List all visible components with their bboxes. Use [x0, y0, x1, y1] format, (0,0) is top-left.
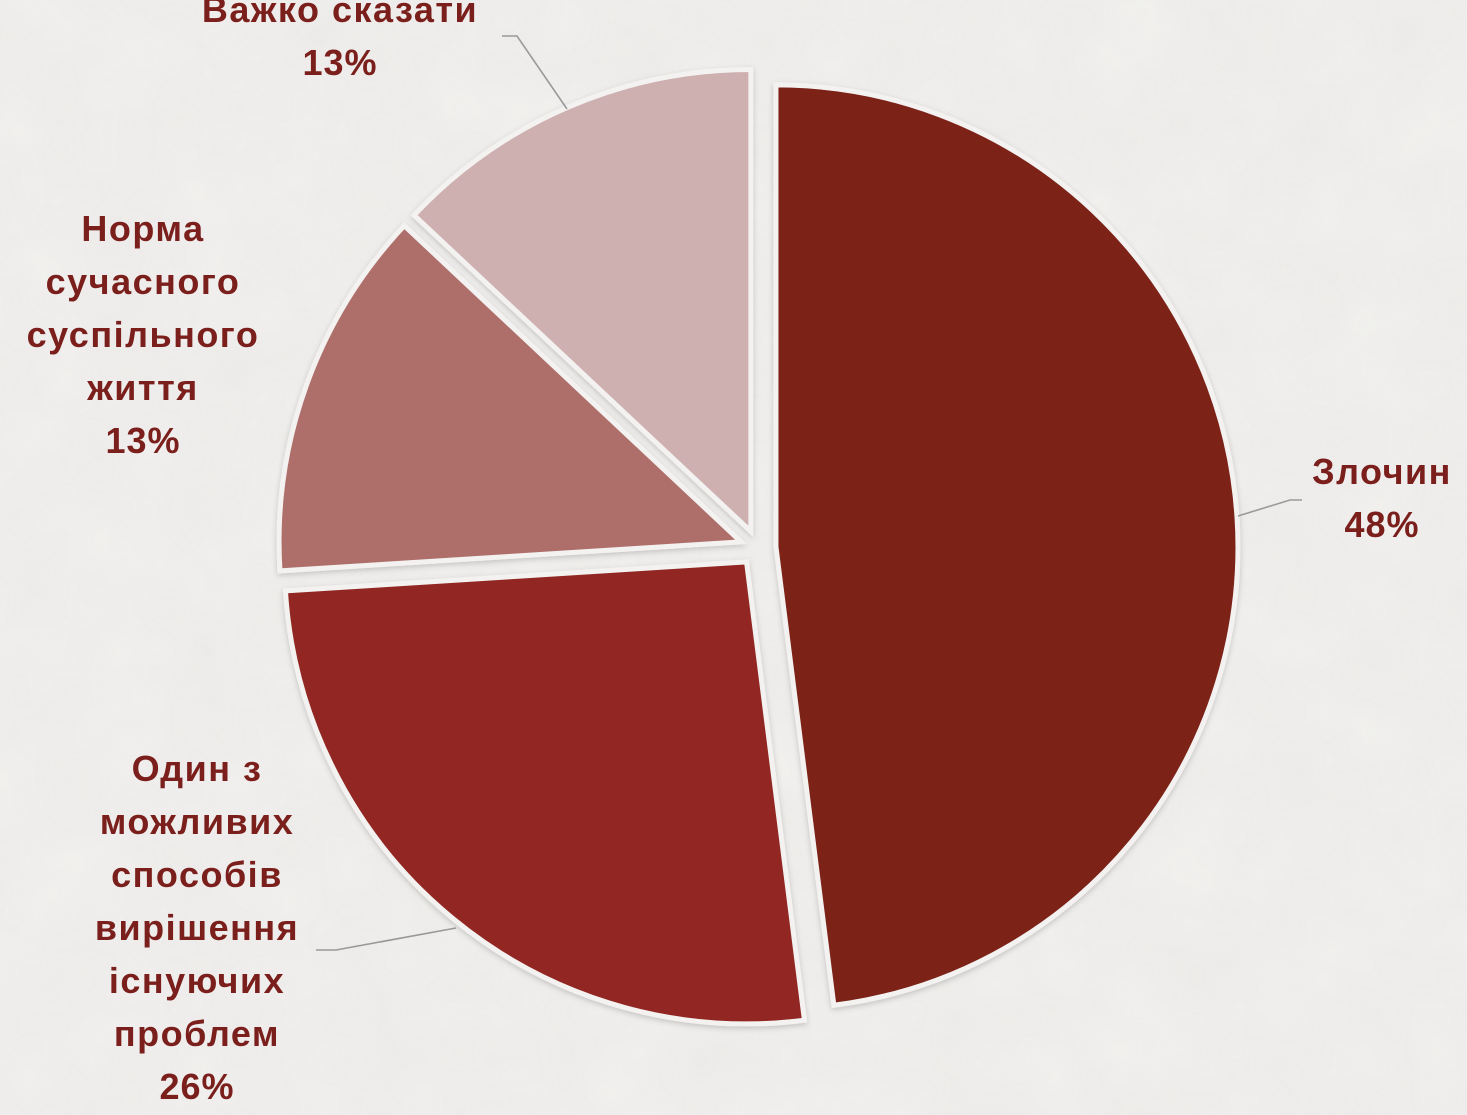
pie-slice-2 — [282, 559, 808, 1027]
pie-slice-1 — [773, 82, 1241, 1009]
pie-slice-3 — [276, 222, 747, 574]
leader-line-2 — [316, 927, 457, 951]
slice-percent-1: 48% — [1344, 504, 1419, 545]
leader-line-4 — [502, 35, 568, 110]
slice-label-1: Злочин 48% — [1312, 451, 1452, 545]
pie-slice-4 — [410, 66, 754, 538]
slice-percent-2: 26% — [159, 1066, 234, 1107]
slice-label-3: Норма сучасного суспільного життя 13% — [27, 208, 260, 461]
slice-label-2: Один з можливих способів вирішення існуючих п… — [95, 748, 299, 1107]
slice-percent-4: 13% — [302, 42, 377, 83]
slice-percent-3: 13% — [105, 420, 180, 461]
leader-line-1 — [1237, 499, 1302, 517]
slice-label-4: Важко сказати 13% — [202, 0, 478, 83]
